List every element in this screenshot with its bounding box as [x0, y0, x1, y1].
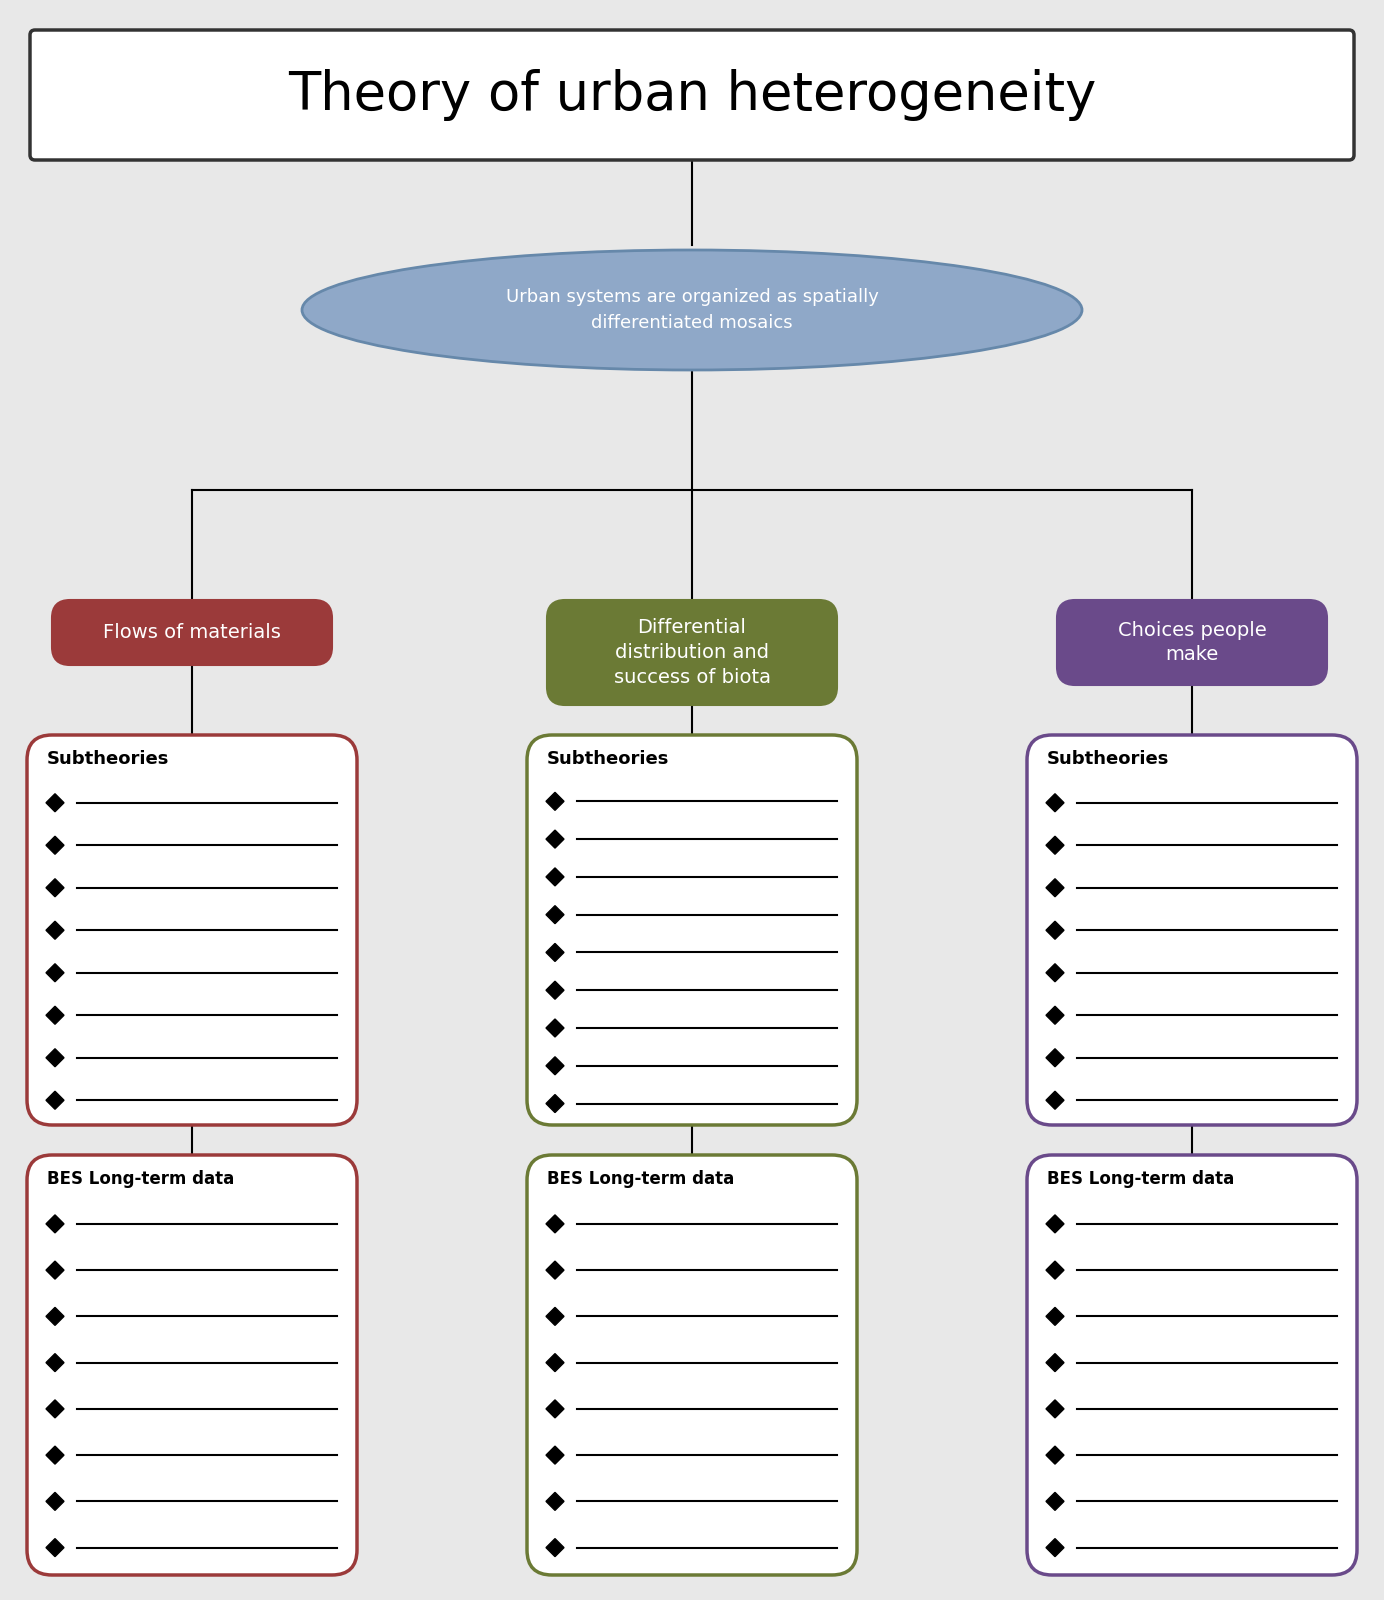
Polygon shape — [547, 1354, 565, 1371]
Polygon shape — [547, 867, 565, 886]
Polygon shape — [547, 1094, 565, 1112]
FancyBboxPatch shape — [547, 600, 837, 706]
Text: BES Long-term data: BES Long-term data — [1048, 1170, 1235, 1187]
Polygon shape — [547, 1214, 565, 1234]
Polygon shape — [547, 830, 565, 848]
Polygon shape — [46, 1006, 64, 1024]
Polygon shape — [1046, 963, 1064, 982]
Polygon shape — [1046, 1214, 1064, 1234]
Polygon shape — [46, 1354, 64, 1371]
Polygon shape — [1046, 1493, 1064, 1510]
Polygon shape — [1046, 1400, 1064, 1418]
Polygon shape — [547, 1400, 565, 1418]
Polygon shape — [46, 837, 64, 854]
Polygon shape — [547, 1493, 565, 1510]
FancyBboxPatch shape — [527, 734, 857, 1125]
Polygon shape — [46, 1539, 64, 1557]
FancyBboxPatch shape — [28, 734, 357, 1125]
Polygon shape — [1046, 1006, 1064, 1024]
FancyBboxPatch shape — [527, 1155, 857, 1574]
FancyBboxPatch shape — [28, 1155, 357, 1574]
Polygon shape — [547, 981, 565, 1000]
Polygon shape — [547, 944, 565, 962]
Polygon shape — [547, 1446, 565, 1464]
Polygon shape — [1046, 922, 1064, 939]
Polygon shape — [1046, 837, 1064, 854]
FancyBboxPatch shape — [1057, 600, 1327, 685]
Polygon shape — [46, 1048, 64, 1067]
FancyBboxPatch shape — [1027, 734, 1356, 1125]
Polygon shape — [547, 1261, 565, 1278]
Text: Subtheories: Subtheories — [47, 750, 169, 768]
Polygon shape — [1046, 1354, 1064, 1371]
Polygon shape — [547, 906, 565, 923]
Polygon shape — [46, 794, 64, 811]
Polygon shape — [46, 1400, 64, 1418]
Polygon shape — [46, 1446, 64, 1464]
Polygon shape — [46, 963, 64, 982]
Polygon shape — [547, 792, 565, 810]
Text: Theory of urban heterogeneity: Theory of urban heterogeneity — [288, 69, 1096, 122]
Polygon shape — [1046, 1539, 1064, 1557]
Text: Urban systems are organized as spatially
differentiated mosaics: Urban systems are organized as spatially… — [505, 288, 879, 331]
Polygon shape — [1046, 794, 1064, 811]
Text: Flows of materials: Flows of materials — [102, 622, 281, 642]
Polygon shape — [1046, 1307, 1064, 1325]
Polygon shape — [1046, 1446, 1064, 1464]
Polygon shape — [46, 922, 64, 939]
Text: BES Long-term data: BES Long-term data — [547, 1170, 735, 1187]
Polygon shape — [46, 1493, 64, 1510]
Polygon shape — [46, 1307, 64, 1325]
Polygon shape — [547, 1539, 565, 1557]
Polygon shape — [1046, 878, 1064, 896]
FancyBboxPatch shape — [30, 30, 1354, 160]
Polygon shape — [1046, 1261, 1064, 1278]
Polygon shape — [46, 1091, 64, 1109]
Polygon shape — [547, 1019, 565, 1037]
Ellipse shape — [302, 250, 1082, 370]
Text: BES Long-term data: BES Long-term data — [47, 1170, 234, 1187]
Polygon shape — [547, 1307, 565, 1325]
FancyBboxPatch shape — [53, 600, 332, 666]
Text: Choices people
make: Choices people make — [1118, 621, 1266, 664]
Text: Differential
distribution and
success of biota: Differential distribution and success of… — [613, 618, 771, 686]
FancyBboxPatch shape — [1027, 1155, 1356, 1574]
Polygon shape — [46, 1214, 64, 1234]
Polygon shape — [46, 878, 64, 896]
Polygon shape — [547, 1056, 565, 1075]
Polygon shape — [1046, 1048, 1064, 1067]
Text: Subtheories: Subtheories — [1048, 750, 1169, 768]
Polygon shape — [1046, 1091, 1064, 1109]
Polygon shape — [46, 1261, 64, 1278]
Text: Subtheories: Subtheories — [547, 750, 670, 768]
